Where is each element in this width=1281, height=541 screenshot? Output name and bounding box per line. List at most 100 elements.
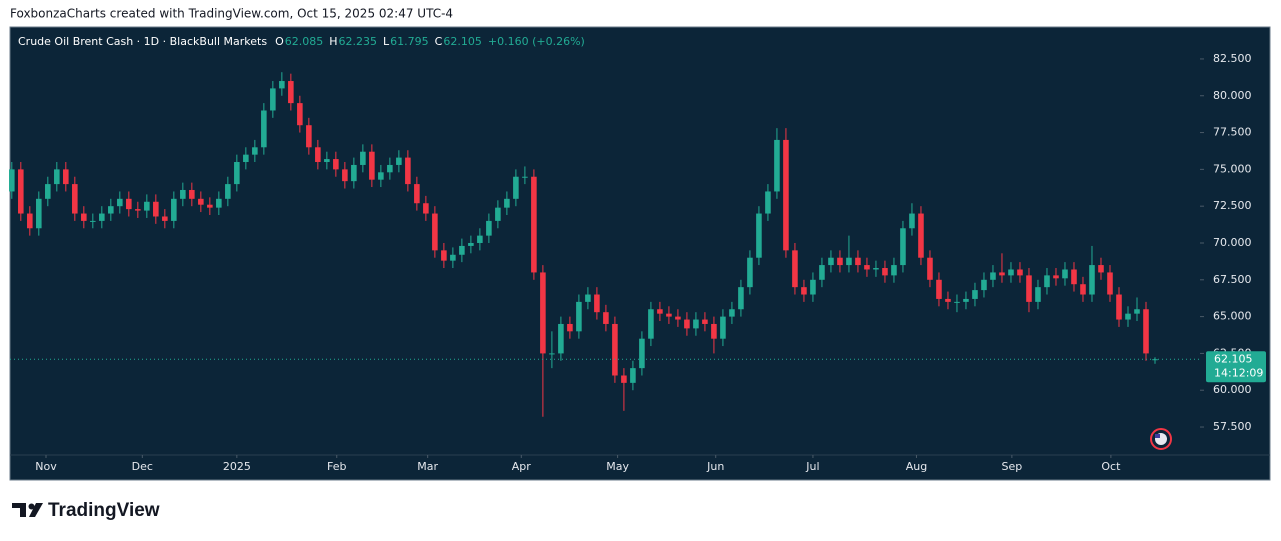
candle-body xyxy=(216,198,222,208)
candle-body xyxy=(1125,313,1131,320)
candle-body xyxy=(954,301,960,303)
y-tick-label: 82.500 xyxy=(1213,52,1252,65)
candle-body xyxy=(378,172,384,180)
legend-value: 62.235 xyxy=(339,35,378,48)
legend-value: 61.795 xyxy=(390,35,429,48)
candle-body xyxy=(558,323,564,354)
candle-body xyxy=(567,323,573,332)
candle-body xyxy=(738,287,744,310)
candle-body xyxy=(990,272,996,280)
candle-body xyxy=(477,235,483,243)
candle-body xyxy=(36,198,42,229)
candle-body xyxy=(27,213,33,229)
candle-body xyxy=(396,157,402,165)
candle-body xyxy=(1071,269,1077,285)
legend-value: 62.085 xyxy=(285,35,324,48)
candle-body xyxy=(630,368,636,383)
candle-body xyxy=(324,159,330,163)
candle-body xyxy=(594,294,600,313)
candle-body xyxy=(819,265,825,280)
candle-body xyxy=(504,198,510,208)
logo-mark xyxy=(28,503,35,510)
brand: TradingView xyxy=(48,500,160,521)
candle-body xyxy=(360,151,366,165)
candle-body xyxy=(198,198,204,205)
x-tick-label: Feb xyxy=(327,460,346,473)
candle-body xyxy=(792,250,798,288)
candle-body xyxy=(549,353,555,355)
candle-body xyxy=(63,169,69,185)
candle-body xyxy=(918,213,924,258)
candle-body xyxy=(1017,269,1023,276)
candle-body xyxy=(432,213,438,251)
candle-body xyxy=(225,184,231,199)
candle-body xyxy=(342,169,348,182)
candle-body xyxy=(423,203,429,214)
candle-body xyxy=(639,338,645,369)
candle-body xyxy=(108,206,114,214)
candle-body xyxy=(117,198,123,207)
candle-body xyxy=(99,213,105,221)
last-price-box xyxy=(1206,351,1266,383)
y-tick-label: 80.000 xyxy=(1213,89,1252,102)
x-tick-label: Nov xyxy=(35,460,57,473)
candle-body xyxy=(531,176,537,273)
chart-panel xyxy=(9,26,1271,481)
candle-body xyxy=(1008,269,1014,276)
candle-body xyxy=(297,103,303,126)
y-tick-label: 70.000 xyxy=(1213,236,1252,249)
candle-body xyxy=(9,169,15,192)
candle-body xyxy=(306,125,312,148)
y-tick-label: 72.500 xyxy=(1213,199,1252,212)
candle-body xyxy=(864,265,870,270)
candle-body xyxy=(126,198,132,210)
candle-body xyxy=(351,164,357,182)
candle-body xyxy=(261,110,267,148)
last-price-label: 62.105 xyxy=(1214,353,1253,366)
candle-body xyxy=(927,257,933,280)
candle-body xyxy=(135,209,141,211)
x-tick-label: Jul xyxy=(805,460,819,473)
candle-body xyxy=(675,316,681,320)
candle-body xyxy=(981,279,987,291)
legend-change: +0.160 (+0.26%) xyxy=(488,35,585,48)
candle-body xyxy=(189,189,195,199)
y-tick-label: 57.500 xyxy=(1213,420,1252,433)
candle-body xyxy=(900,228,906,266)
candle-body xyxy=(414,184,420,204)
candle-body xyxy=(81,213,87,221)
candle-body xyxy=(702,319,708,324)
y-tick-label: 60.000 xyxy=(1213,383,1252,396)
candle-body xyxy=(945,298,951,302)
candle-body xyxy=(180,189,186,199)
y-tick-label: 75.000 xyxy=(1213,162,1252,175)
candle-body xyxy=(837,257,843,266)
y-tick-label: 67.500 xyxy=(1213,273,1252,286)
candle-body xyxy=(450,254,456,261)
candle-body xyxy=(756,213,762,258)
candle-body xyxy=(387,164,393,173)
candle-body xyxy=(441,250,447,261)
candle-body xyxy=(1062,269,1068,279)
candle-body xyxy=(18,169,24,214)
candle-body xyxy=(693,319,699,329)
y-tick-label: 65.000 xyxy=(1213,310,1252,323)
x-tick-label: Aug xyxy=(906,460,927,473)
candle-body xyxy=(1080,284,1086,295)
candle-body xyxy=(828,257,834,266)
candle-body xyxy=(612,323,618,376)
candle-body xyxy=(513,176,519,199)
candle-body xyxy=(603,312,609,324)
candle-body xyxy=(90,220,96,222)
candle-body xyxy=(909,213,915,229)
candle-body xyxy=(585,294,591,302)
legend-label: H xyxy=(329,35,337,48)
footer-logo: TradingView xyxy=(12,500,160,521)
candle-body xyxy=(747,257,753,288)
candles xyxy=(9,72,1158,417)
candle-body xyxy=(765,191,771,214)
candle-body xyxy=(873,268,879,270)
candle-body xyxy=(270,88,276,111)
candle-body xyxy=(774,139,780,192)
candle-body xyxy=(1098,265,1104,273)
